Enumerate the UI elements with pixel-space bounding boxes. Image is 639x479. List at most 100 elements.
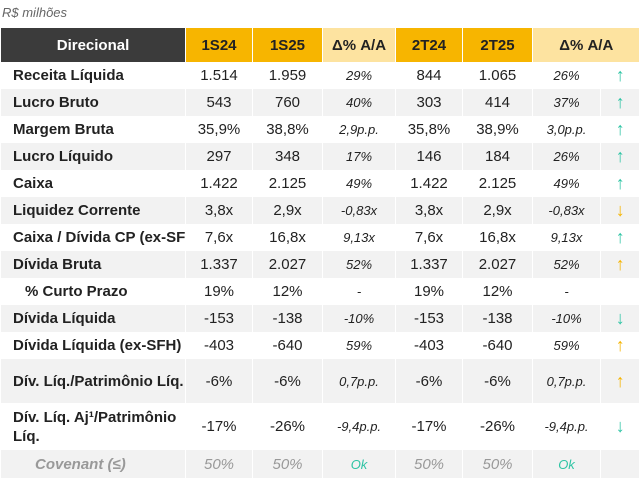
cell: 1.959 <box>252 62 323 89</box>
cell: 40% <box>322 89 396 116</box>
trend-arrow: ↑ <box>600 170 639 197</box>
trend-arrow: ↑ <box>600 224 639 251</box>
trend-arrow: ↑ <box>600 62 639 89</box>
cell: 1.065 <box>462 62 533 89</box>
row-label: Dívida Líquida (ex-SFH) <box>0 332 186 359</box>
row-label: Caixa / Dívida CP (ex-SFH) <box>0 224 186 251</box>
cell: 3,0p.p. <box>532 116 601 143</box>
cell: 50% <box>395 450 463 478</box>
cell: 16,8x <box>462 224 533 251</box>
cell: 844 <box>395 62 463 89</box>
cell: 1.337 <box>185 251 253 278</box>
table-row: Receita Líquida 1.514 1.959 29% 844 1.065 26% ↑ <box>0 62 639 89</box>
cell: 9,13x <box>532 224 601 251</box>
cell: 7,6x <box>395 224 463 251</box>
table-row: Lucro Bruto 543 760 40% 303 414 37% ↑ <box>0 89 639 116</box>
header-cell: Δ% A/A <box>532 28 639 62</box>
cell: 303 <box>395 89 463 116</box>
cell: 543 <box>185 89 253 116</box>
table-row: Dívida Líquida (ex-SFH) -403 -640 59% -403 -6… <box>0 332 639 359</box>
table-row: Dív. Líq. Aj¹/Patrimônio Líq. -17% -26% -9,… <box>0 403 639 450</box>
cell: 7,6x <box>185 224 253 251</box>
trend-arrow: ↓ <box>600 305 639 332</box>
row-label: Lucro Líquido <box>0 143 186 170</box>
table-row: Caixa / Dívida CP (ex-SFH) 7,6x 16,8x 9,13x… <box>0 224 639 251</box>
cell: 38,8% <box>252 116 323 143</box>
trend-arrow: ↑ <box>600 143 639 170</box>
row-label: Dív. Líq./Patrimônio Líq. <box>0 359 186 403</box>
cell: 12% <box>252 278 323 305</box>
cell: -153 <box>395 305 463 332</box>
cell: 2,9x <box>462 197 533 224</box>
table-row: Lucro Líquido 297 348 17% 146 184 26% ↑ <box>0 143 639 170</box>
row-label: Dívida Bruta <box>0 251 186 278</box>
cell: 2.027 <box>462 251 533 278</box>
empty-cell <box>600 450 639 478</box>
cell: 1.422 <box>395 170 463 197</box>
cell: -403 <box>395 332 463 359</box>
trend-arrow: ↓ <box>600 403 639 450</box>
header-cell: Δ% A/A <box>322 28 396 62</box>
trend-arrow: ↓ <box>600 197 639 224</box>
row-label: Liquidez Corrente <box>0 197 186 224</box>
cell: -6% <box>252 359 323 403</box>
cell: - <box>322 278 396 305</box>
cell: 414 <box>462 89 533 116</box>
table-row: Dívida Líquida -153 -138 -10% -153 -138 -10% ↓ <box>0 305 639 332</box>
cell: -9,4p.p. <box>532 403 601 450</box>
cell: 26% <box>532 143 601 170</box>
cell: 59% <box>532 332 601 359</box>
table-row: Dív. Líq./Patrimônio Líq. -6% -6% 0,7p.p. -6… <box>0 359 639 403</box>
cell: 3,8x <box>395 197 463 224</box>
cell: 50% <box>185 450 253 478</box>
cell: 760 <box>252 89 323 116</box>
cell: 49% <box>322 170 396 197</box>
caption: R$ milhões <box>2 5 68 20</box>
cell: 17% <box>322 143 396 170</box>
cell: 2,9x <box>252 197 323 224</box>
cell: 2,9p.p. <box>322 116 396 143</box>
cell: -26% <box>252 403 323 450</box>
trend-arrow: ↑ <box>600 251 639 278</box>
cell: -9,4p.p. <box>322 403 396 450</box>
cell: 12% <box>462 278 533 305</box>
row-label: Dív. Líq. Aj¹/Patrimônio Líq. <box>0 403 186 450</box>
cell: -17% <box>185 403 253 450</box>
cell: 348 <box>252 143 323 170</box>
table-row: Dívida Bruta 1.337 2.027 52% 1.337 2.027 52% ↑ <box>0 251 639 278</box>
cell: 184 <box>462 143 533 170</box>
cell: 19% <box>185 278 253 305</box>
table-row: Covenant (≤) 50% 50% Ok 50% 50% Ok <box>0 450 639 478</box>
cell: -10% <box>532 305 601 332</box>
cell: Ok <box>532 450 601 478</box>
cell: 1.514 <box>185 62 253 89</box>
cell: 9,13x <box>322 224 396 251</box>
cell: -153 <box>185 305 253 332</box>
cell: -6% <box>462 359 533 403</box>
row-label: Covenant (≤) <box>0 450 186 478</box>
cell: 35,8% <box>395 116 463 143</box>
cell: 146 <box>395 143 463 170</box>
cell: -138 <box>462 305 533 332</box>
cell: -26% <box>462 403 533 450</box>
trend-arrow: ↑ <box>600 359 639 403</box>
cell: -640 <box>462 332 533 359</box>
cell: 1.337 <box>395 251 463 278</box>
header-cell: Direcional <box>0 28 186 62</box>
row-label: Receita Líquida <box>0 62 186 89</box>
row-label: Dívida Líquida <box>0 305 186 332</box>
table-row: Margem Bruta 35,9% 38,8% 2,9p.p. 35,8% 38,9% 3… <box>0 116 639 143</box>
cell: 2.027 <box>252 251 323 278</box>
cell: -138 <box>252 305 323 332</box>
cell: 297 <box>185 143 253 170</box>
cell: -403 <box>185 332 253 359</box>
cell: -640 <box>252 332 323 359</box>
header-cell: 1S25 <box>252 28 323 62</box>
cell: -0,83x <box>532 197 601 224</box>
cell: 52% <box>322 251 396 278</box>
cell: 49% <box>532 170 601 197</box>
row-label: % Curto Prazo <box>0 278 186 305</box>
empty-cell <box>600 278 639 305</box>
cell: -6% <box>395 359 463 403</box>
header-cell: 2T25 <box>462 28 533 62</box>
